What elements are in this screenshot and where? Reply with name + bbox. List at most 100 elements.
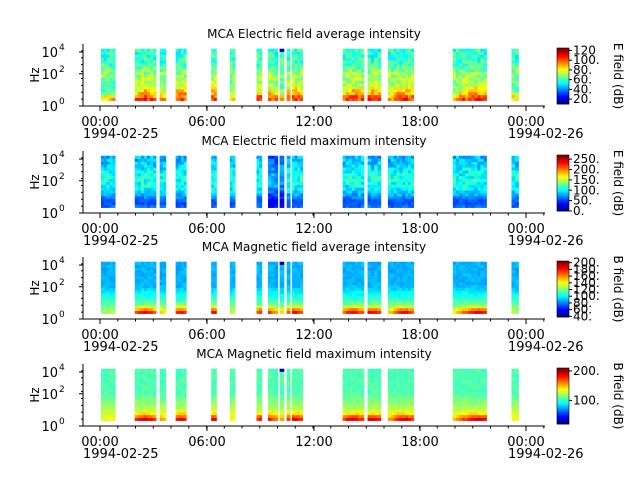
- spectrogram-cell: [455, 403, 460, 407]
- spectrogram-cell: [348, 164, 353, 168]
- spectrogram-cell: [256, 276, 260, 280]
- spectrogram-cell: [396, 411, 400, 416]
- spectrogram-cell: [377, 190, 382, 194]
- spectrogram-cell: [103, 175, 107, 180]
- spectrogram-cell: [175, 273, 179, 277]
- spectrogram-cell: [408, 158, 412, 162]
- spectrogram-cell: [405, 51, 409, 55]
- spectrogram-cell: [146, 380, 151, 384]
- spectrogram-cell: [387, 198, 392, 203]
- spectrogram-cell: [458, 68, 463, 73]
- spectrogram-cell: [297, 270, 301, 274]
- spectrogram-cell: [377, 296, 382, 300]
- spectrogram-cell: [180, 310, 184, 314]
- spectrogram-cell: [149, 86, 154, 90]
- spectrogram-cell: [178, 94, 182, 99]
- spectrogram-cell: [162, 383, 167, 387]
- spectrogram-cell: [462, 187, 466, 191]
- spectrogram-cell: [515, 290, 519, 294]
- spectrogram-cell: [354, 409, 359, 413]
- spectrogram-cell: [229, 94, 233, 99]
- panel-title: MCA Magnetic field maximum intensity: [196, 347, 432, 361]
- y-axis-label: Hz: [28, 174, 42, 189]
- spectrogram-cell: [279, 296, 285, 300]
- spectrogram-cell: [354, 400, 359, 404]
- spectrogram-cell: [153, 167, 157, 171]
- spectrogram-cell: [213, 77, 217, 81]
- spectrogram-cell: [146, 281, 151, 286]
- spectrogram-cell: [367, 158, 372, 162]
- spectrogram-cell: [300, 270, 303, 274]
- spectrogram-cell: [183, 193, 187, 197]
- spectrogram-cell: [468, 66, 472, 70]
- spectrogram-cell: [408, 270, 412, 274]
- spectrogram-cell: [268, 264, 272, 268]
- spectrogram-cell: [109, 403, 113, 407]
- spectrogram-cell: [149, 184, 154, 188]
- spectrogram-cell: [232, 190, 236, 194]
- spectrogram-cell: [300, 158, 303, 162]
- spectrogram-cell: [229, 403, 233, 407]
- spectrogram-cell: [354, 54, 359, 58]
- spectrogram-cell: [396, 304, 400, 309]
- spectrogram-cell: [468, 83, 472, 87]
- spectrogram-cell: [286, 374, 291, 378]
- spectrogram-cell: [408, 178, 412, 182]
- spectrogram-cell: [149, 48, 154, 52]
- spectrogram-cell: [342, 68, 347, 73]
- spectrogram-cell: [274, 57, 279, 61]
- colorbar-segment: [557, 81, 569, 84]
- spectrogram-cell: [357, 374, 362, 378]
- spectrogram-cell: [286, 158, 291, 162]
- spectrogram-cell: [483, 97, 487, 101]
- spectrogram-cell: [297, 380, 301, 384]
- spectrogram-cell: [286, 264, 291, 268]
- spectrogram-cell: [259, 386, 263, 390]
- spectrogram-cell: [452, 51, 457, 55]
- spectrogram-cell: [211, 371, 215, 375]
- spectrogram-cell: [103, 270, 107, 274]
- spectrogram-cell: [402, 80, 406, 84]
- spectrogram-cell: [357, 409, 362, 413]
- spectrogram-cell: [175, 77, 179, 81]
- spectrogram-cell: [140, 302, 145, 306]
- spectrogram-cell: [297, 273, 301, 277]
- spectrogram-cell: [354, 386, 359, 390]
- spectrogram-cell: [342, 267, 347, 271]
- spectrogram-cell: [458, 60, 463, 64]
- spectrogram-cell: [455, 276, 460, 280]
- spectrogram-cell: [300, 374, 303, 378]
- spectrogram-cell: [342, 299, 347, 303]
- spectrogram-cell: [162, 164, 167, 168]
- spectrogram-cell: [279, 48, 285, 52]
- spectrogram-cell: [465, 175, 469, 180]
- spectrogram-cell: [354, 184, 359, 188]
- spectrogram-cell: [256, 161, 260, 165]
- spectrogram-cell: [351, 307, 356, 312]
- spectrogram-cell: [410, 310, 415, 314]
- spectrogram-cell: [396, 60, 400, 64]
- spectrogram-cell: [399, 173, 403, 177]
- spectrogram-cell: [515, 299, 519, 303]
- spectrogram-cell: [180, 276, 184, 280]
- spectrogram-cell: [159, 91, 164, 96]
- spectrogram-cell: [103, 173, 107, 177]
- spectrogram-cell: [109, 184, 113, 188]
- spectrogram-cell: [162, 158, 167, 162]
- spectrogram-cell: [357, 198, 362, 203]
- spectrogram-cell: [342, 71, 347, 75]
- data-block: [134, 261, 157, 314]
- spectrogram-cell: [468, 86, 472, 90]
- spectrogram-cell: [405, 158, 409, 162]
- spectrogram-cell: [101, 386, 105, 390]
- spectrogram-cell: [390, 310, 394, 314]
- spectrogram-cell: [286, 178, 291, 182]
- spectrogram-cell: [112, 181, 116, 185]
- spectrogram-cell: [274, 391, 279, 395]
- y-tick-label: 10: [41, 281, 58, 296]
- spectrogram-cell: [232, 409, 236, 413]
- spectrogram-cell: [180, 267, 184, 271]
- spectrogram-cell: [477, 276, 481, 280]
- spectrogram-cell: [387, 193, 392, 197]
- spectrogram-cell: [354, 155, 359, 159]
